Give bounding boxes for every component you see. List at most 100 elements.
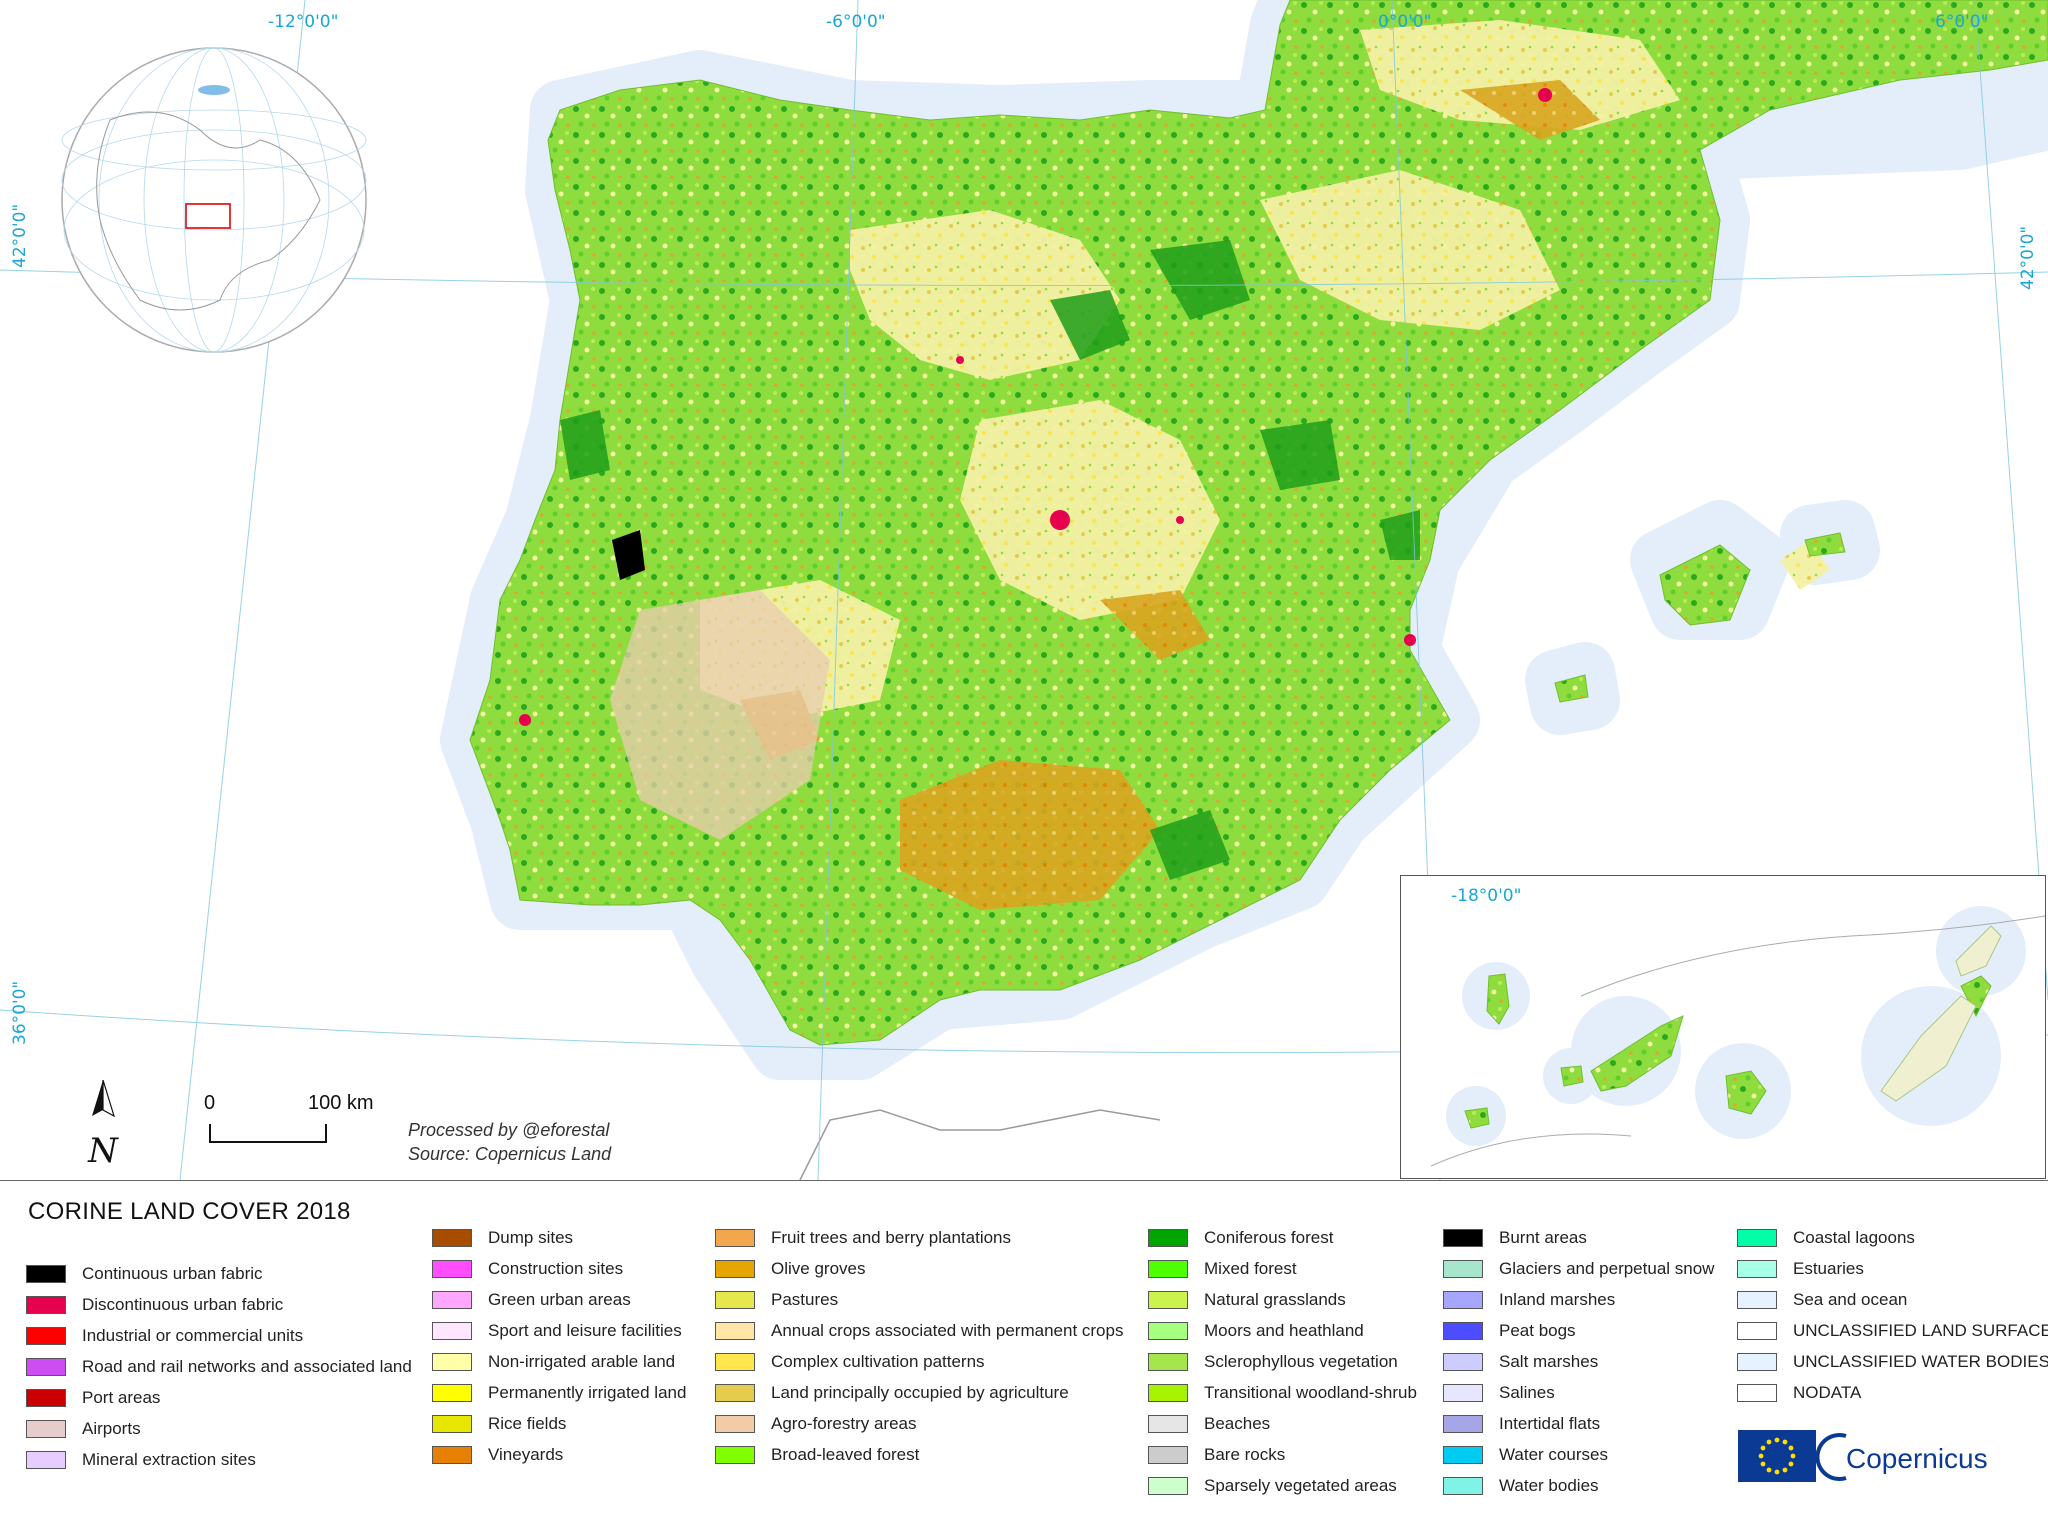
- legend-label: Airports: [82, 1418, 141, 1438]
- legend-item: Permanently irrigated land: [432, 1377, 686, 1408]
- cropland-regions: [700, 20, 1830, 720]
- legend-item: Sparsely vegetated areas: [1148, 1470, 1417, 1501]
- legend-label: Mixed forest: [1204, 1258, 1297, 1278]
- legend-label: Salt marshes: [1499, 1351, 1599, 1371]
- legend-column-5: Burnt areas Glaciers and perpetual snow In…: [1443, 1222, 1714, 1501]
- legend-label: Transitional woodland-shrub: [1204, 1382, 1417, 1402]
- legend-item: Burnt areas: [1443, 1222, 1714, 1253]
- legend-label: Burnt areas: [1499, 1227, 1587, 1247]
- legend-item: Coastal lagoons: [1737, 1222, 2048, 1253]
- legend-item: UNCLASSIFIED LAND SURFACE: [1737, 1315, 2048, 1346]
- legend-item: Road and rail networks and associated la…: [26, 1351, 412, 1382]
- legend-item: Glaciers and perpetual snow: [1443, 1253, 1714, 1284]
- legend-label: Sea and ocean: [1793, 1289, 1908, 1309]
- legend-label: Water courses: [1499, 1444, 1608, 1464]
- svg-text:N: N: [87, 1131, 119, 1170]
- legend-swatch: [1737, 1290, 1777, 1309]
- legend-title: CORINE LAND COVER 2018: [28, 1198, 351, 1225]
- legend-label: UNCLASSIFIED WATER BODIES: [1793, 1351, 2048, 1371]
- legend-label: Sport and leisure facilities: [488, 1320, 682, 1340]
- canary-islands-inset: -18°0'0": [1400, 875, 2046, 1179]
- legend-label: Continuous urban fabric: [82, 1263, 263, 1283]
- legend-swatch: [1443, 1228, 1483, 1247]
- lon-label-minus6: -6°0'0": [826, 12, 886, 32]
- logos: Copernicus: [1738, 1428, 1998, 1484]
- legend-label: Agro-forestry areas: [771, 1413, 917, 1433]
- legend-column-1: Continuous urban fabric Discontinuous urb…: [26, 1258, 412, 1475]
- legend-label: Mineral extraction sites: [82, 1449, 256, 1469]
- legend-item: Airports: [26, 1413, 412, 1444]
- lat-label-42-left: 42°0'0": [10, 203, 30, 268]
- legend-swatch: [432, 1228, 472, 1247]
- legend-swatch: [715, 1259, 755, 1278]
- legend-label: Coniferous forest: [1204, 1227, 1334, 1247]
- legend-label: UNCLASSIFIED LAND SURFACE: [1793, 1320, 2048, 1340]
- legend-label: Complex cultivation patterns: [771, 1351, 985, 1371]
- legend-item: Discontinuous urban fabric: [26, 1289, 412, 1320]
- legend-label: Moors and heathland: [1204, 1320, 1364, 1340]
- legend-swatch: [1443, 1290, 1483, 1309]
- legend-swatch: [432, 1290, 472, 1309]
- legend-swatch: [1148, 1352, 1188, 1371]
- lat-label-42-right: 42°0'0": [2018, 225, 2038, 290]
- legend-label: Permanently irrigated land: [488, 1382, 687, 1402]
- legend-swatch: [1737, 1228, 1777, 1247]
- north-arrow: N: [78, 1079, 128, 1171]
- lon-label-minus12: -12°0'0": [268, 12, 339, 32]
- legend-item: Inland marshes: [1443, 1284, 1714, 1315]
- canary-islands-map: [1430, 906, 2046, 1167]
- lon-label-6: 6°0'0": [1935, 12, 1989, 32]
- legend-label: Peat bogs: [1499, 1320, 1576, 1340]
- legend-label: Industrial or commercial units: [82, 1325, 304, 1345]
- legend-item: Beaches: [1148, 1408, 1417, 1439]
- scale-zero-label: 0: [204, 1092, 216, 1114]
- copernicus-wordmark: Copernicus: [1846, 1443, 1988, 1474]
- legend-swatch: [1443, 1259, 1483, 1278]
- legend-swatch: [26, 1419, 66, 1438]
- copernicus-logo: [1815, 1433, 1847, 1481]
- legend-item: Moors and heathland: [1148, 1315, 1417, 1346]
- legend-item: Continuous urban fabric: [26, 1258, 412, 1289]
- credits: Processed by @eforestal Source: Copernic…: [408, 1118, 611, 1166]
- globe-locator: [61, 47, 367, 353]
- legend-label: Sclerophyllous vegetation: [1204, 1351, 1398, 1371]
- legend-swatch: [1443, 1321, 1483, 1340]
- legend-label: Land principally occupied by agriculture: [771, 1382, 1069, 1402]
- legend-item: Green urban areas: [432, 1284, 686, 1315]
- legend-item: Water courses: [1443, 1439, 1714, 1470]
- legend-swatch: [26, 1264, 66, 1283]
- legend-item: Peat bogs: [1443, 1315, 1714, 1346]
- legend-swatch: [432, 1414, 472, 1433]
- legend-swatch: [1148, 1290, 1188, 1309]
- legend-swatch: [1737, 1259, 1777, 1278]
- legend-label: Rice fields: [488, 1413, 567, 1433]
- eu-flag-icon: [1738, 1430, 1816, 1482]
- legend-item: Transitional woodland-shrub: [1148, 1377, 1417, 1408]
- legend-label: Inland marshes: [1499, 1289, 1616, 1309]
- legend-swatch: [1737, 1352, 1777, 1371]
- legend-item: Non-irrigated arable land: [432, 1346, 686, 1377]
- legend-label: Construction sites: [488, 1258, 624, 1278]
- legend-item: Estuaries: [1737, 1253, 2048, 1284]
- legend-label: Coastal lagoons: [1793, 1227, 1915, 1247]
- legend-item: Vineyards: [432, 1439, 686, 1470]
- legend-label: Olive groves: [771, 1258, 866, 1278]
- balearic-islands: [1554, 532, 1846, 703]
- legend-column-6: Coastal lagoons Estuaries Sea and ocean UNC…: [1737, 1222, 2048, 1408]
- lat-label-36-left: 36°0'0": [10, 980, 30, 1045]
- legend-item: Construction sites: [432, 1253, 686, 1284]
- legend-item: Port areas: [26, 1382, 412, 1413]
- legend-swatch: [26, 1295, 66, 1314]
- legend-label: Non-irrigated arable land: [488, 1351, 676, 1371]
- legend-swatch: [1443, 1414, 1483, 1433]
- legend-swatch: [715, 1290, 755, 1309]
- legend-label: Bare rocks: [1204, 1444, 1286, 1464]
- legend-label: Annual crops associated with permanent c…: [771, 1320, 1124, 1340]
- legend-item: Intertidal flats: [1443, 1408, 1714, 1439]
- lon-label-0: 0°0'0": [1378, 12, 1432, 32]
- legend-swatch: [715, 1228, 755, 1247]
- source-text: Source: Copernicus Land: [408, 1144, 612, 1164]
- legend-item: Dump sites: [432, 1222, 686, 1253]
- legend-column-4: Coniferous forest Mixed forest Natural gra…: [1148, 1222, 1417, 1501]
- legend-label: Vineyards: [488, 1444, 564, 1464]
